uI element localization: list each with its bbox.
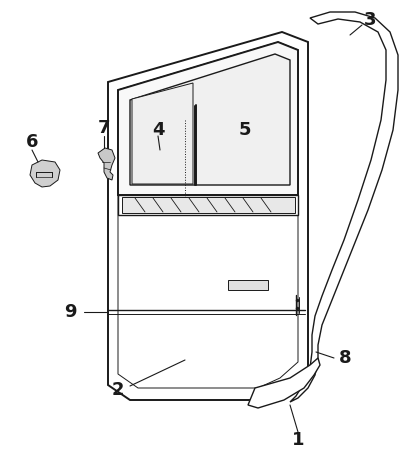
Text: 2: 2 xyxy=(111,381,124,399)
Polygon shape xyxy=(289,12,397,402)
Polygon shape xyxy=(228,280,267,290)
Text: 7: 7 xyxy=(98,119,110,137)
Text: 4: 4 xyxy=(151,121,164,139)
Polygon shape xyxy=(130,54,289,185)
Polygon shape xyxy=(132,83,192,184)
Text: 6: 6 xyxy=(26,133,38,151)
Text: 1: 1 xyxy=(291,431,303,449)
Polygon shape xyxy=(118,195,297,215)
Polygon shape xyxy=(30,160,60,187)
Polygon shape xyxy=(98,148,115,180)
Polygon shape xyxy=(108,32,307,400)
Polygon shape xyxy=(118,42,297,195)
Text: 8: 8 xyxy=(338,349,350,367)
Text: 9: 9 xyxy=(64,303,76,321)
Text: 3: 3 xyxy=(363,11,375,29)
Polygon shape xyxy=(122,197,294,213)
Text: 5: 5 xyxy=(238,121,251,139)
Polygon shape xyxy=(247,358,319,408)
